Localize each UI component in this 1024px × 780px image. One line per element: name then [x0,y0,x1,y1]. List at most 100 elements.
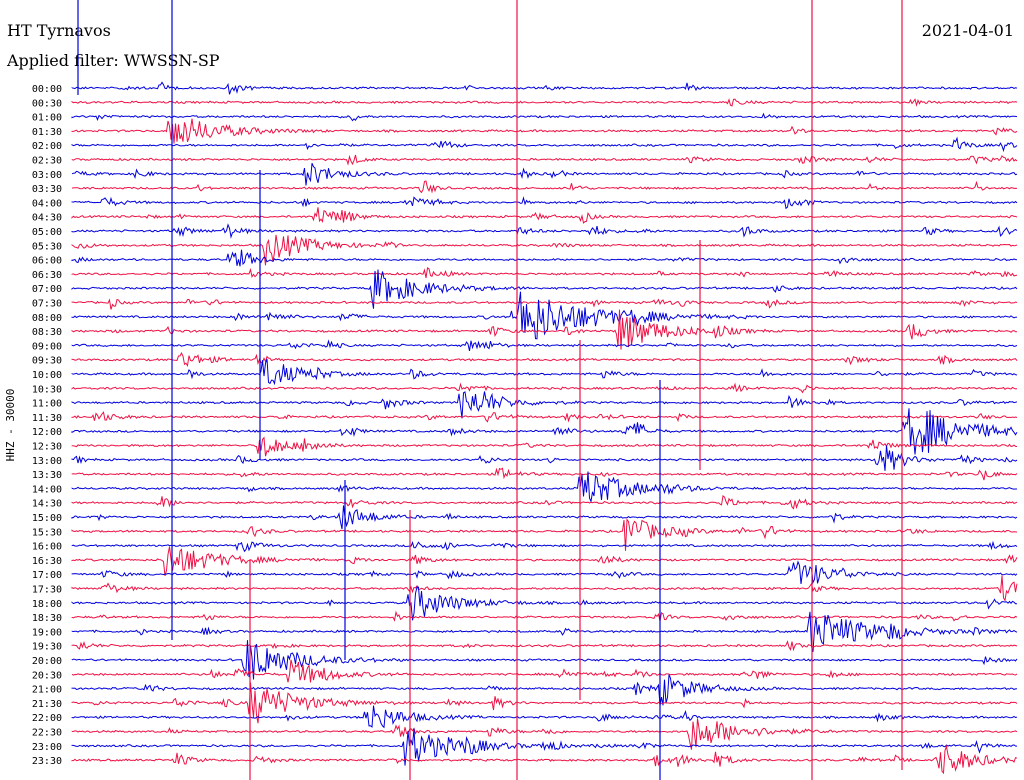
time-label: 09:30 [32,356,62,367]
trace-0900 [71,339,1018,352]
time-label: 06:00 [32,256,62,267]
time-label: 00:30 [32,98,62,109]
time-label: 04:30 [32,213,62,224]
time-label: 19:00 [32,627,62,638]
time-labels-group: 00:00 00:30 01:00 01:30 02:00 02:30 03:00 03:30… [32,84,62,767]
time-label: 23:30 [32,756,62,767]
trace-0500 [71,223,1018,239]
time-label: 10:30 [32,384,62,395]
time-label: 03:30 [32,184,62,195]
trace-0600 [71,249,1018,267]
trace-0330 [71,180,1018,194]
trace-1900 [71,611,1018,652]
time-label: 16:30 [32,556,62,567]
time-label: 09:00 [32,341,62,352]
trace-0430 [71,207,1018,224]
time-label: 12:30 [32,442,62,453]
time-label: 06:30 [32,270,62,281]
time-label: 01:00 [32,113,62,124]
trace-0730 [71,298,1018,310]
trace-1300 [71,445,1018,471]
time-label: 18:00 [32,599,62,610]
trace-1730 [71,575,1018,602]
time-label: 11:00 [32,399,62,410]
time-label: 14:00 [32,484,62,495]
trace-0300 [71,163,1018,186]
time-label: 02:30 [32,156,62,167]
time-label: 07:30 [32,299,62,310]
trace-1400 [71,471,1017,504]
station-title: HT Tyrnavos [7,21,111,40]
trace-1530 [71,518,1018,551]
time-label: 11:30 [32,413,62,424]
trace-0130 [71,118,1018,144]
time-label: 12:00 [32,427,62,438]
trace-2030 [71,659,1018,683]
time-label: 17:00 [32,570,62,581]
trace-1430 [71,495,1018,510]
time-label: 15:30 [32,527,62,538]
time-label: 23:00 [32,742,62,753]
time-label: 05:00 [32,227,62,238]
time-label: 14:30 [32,499,62,510]
time-label: 16:00 [32,542,62,553]
trace-1600 [71,540,1018,553]
time-label: 01:30 [32,127,62,138]
time-label: 04:00 [32,198,62,209]
time-label: 18:30 [32,613,62,624]
time-label: 19:30 [32,642,62,653]
trace-0930 [71,352,1018,368]
trace-2330 [71,744,1018,775]
time-label: 22:30 [32,728,62,739]
trace-1200 [71,408,1018,455]
trace-0400 [71,196,1018,210]
time-label: 17:30 [32,585,62,596]
date-label: 2021-04-01 [921,21,1014,40]
trace-2000 [71,640,1018,680]
time-label: 20:00 [32,656,62,667]
trace-0830 [71,309,1018,350]
time-label: 10:00 [32,370,62,381]
trace-0800 [71,291,1018,340]
time-label: 20:30 [32,670,62,681]
trace-1130 [71,411,1018,423]
time-label: 00:00 [32,84,62,95]
trace-1100 [71,391,1018,419]
trace-1830 [71,610,1018,622]
trace-0230 [71,154,1018,166]
time-label: 05:30 [32,241,62,252]
trace-1230 [71,436,1018,457]
trace-0700 [71,269,1018,309]
time-label: 15:00 [32,513,62,524]
time-label: 07:00 [32,284,62,295]
trace-1630 [71,546,1018,577]
time-label: 13:00 [32,456,62,467]
trace-0000 [71,81,1018,95]
time-label: 02:00 [32,141,62,152]
trace-2200 [71,705,1018,729]
trace-0100 [71,112,1018,122]
trace-2300 [71,728,1018,766]
trace-1500 [71,505,1018,530]
filter-label: Applied filter: WWSSN-SP [7,51,220,70]
trace-0200 [71,136,1018,153]
trace-0630 [71,267,1018,279]
time-label: 08:00 [32,313,62,324]
trace-2130 [71,682,1018,724]
time-label: 13:30 [32,470,62,481]
trace-1330 [71,467,1018,481]
time-label: 08:30 [32,327,62,338]
y-axis-label: HHZ - 30000 [4,389,17,462]
traces-group [71,0,1018,780]
time-label: 03:00 [32,170,62,181]
trace-1030 [71,382,1018,394]
time-label: 21:00 [32,685,62,696]
time-label: 21:30 [32,699,62,710]
trace-0530 [71,234,1018,266]
time-label: 22:00 [32,713,62,724]
trace-2230 [71,718,1018,750]
trace-1800 [71,586,1017,621]
trace-1700 [71,560,1018,585]
trace-0030 [71,98,1018,107]
